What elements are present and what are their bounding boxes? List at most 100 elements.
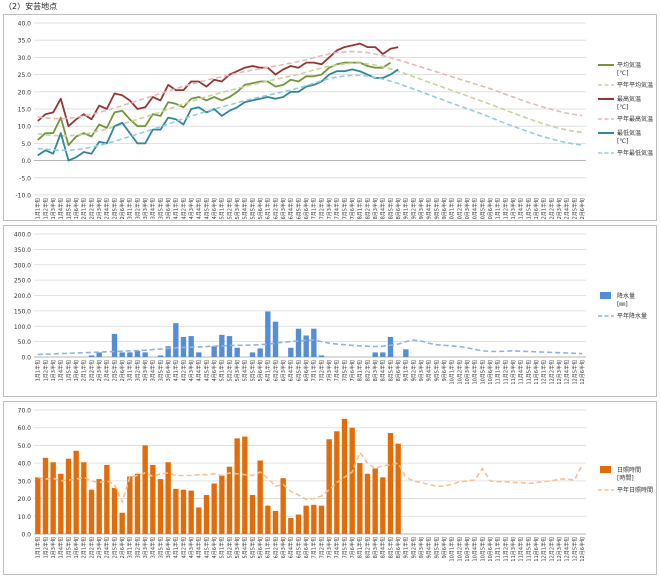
bar bbox=[249, 495, 256, 534]
x-tick-label: 8月5半旬 bbox=[387, 537, 394, 558]
x-tick-label: 5月6半旬 bbox=[257, 360, 264, 381]
x-tick-label: 11月5半旬 bbox=[525, 537, 532, 562]
x-tick-label: 1月4半旬 bbox=[58, 537, 65, 558]
x-tick-label: 5月5半旬 bbox=[249, 537, 256, 558]
bar bbox=[303, 505, 309, 534]
x-tick-label: 12月3半旬 bbox=[556, 360, 563, 385]
x-tick-label: 3月6半旬 bbox=[165, 537, 172, 558]
x-tick-label: 6月1半旬 bbox=[265, 198, 272, 219]
x-tick-label: 9月6半旬 bbox=[441, 537, 448, 558]
x-tick-label: 8月4半旬 bbox=[380, 537, 387, 558]
legend-label: 日照時間 bbox=[617, 466, 641, 474]
x-tick-label: 6月3半旬 bbox=[280, 537, 287, 558]
x-tick-label: 4月4半旬 bbox=[196, 198, 203, 219]
x-tick-label: 10月6半旬 bbox=[487, 198, 494, 220]
x-tick-label: 4月6半旬 bbox=[211, 360, 218, 381]
y-tick-label: 200.0 bbox=[14, 293, 31, 300]
x-tick-label: 10月5半旬 bbox=[479, 360, 486, 385]
x-tick-label: 4月1半旬 bbox=[173, 537, 180, 558]
x-tick-label: 3月5半旬 bbox=[157, 537, 164, 558]
bar bbox=[104, 464, 110, 534]
x-tick-label: 6月3半旬 bbox=[280, 360, 287, 381]
bar bbox=[288, 347, 294, 357]
y-tick-label: 10.0 bbox=[18, 514, 32, 521]
bar bbox=[211, 483, 217, 534]
bar bbox=[234, 438, 240, 534]
x-tick-label: 10月4半旬 bbox=[472, 198, 479, 220]
bar bbox=[288, 518, 294, 534]
series-line bbox=[37, 62, 583, 137]
x-tick-label: 1月1半旬 bbox=[35, 198, 42, 219]
x-tick-label: 11月1半旬 bbox=[495, 360, 502, 385]
x-tick-label: 10月2半旬 bbox=[456, 360, 463, 385]
y-tick-label: 20.0 bbox=[18, 496, 32, 503]
x-tick-label: 8月5半旬 bbox=[387, 198, 394, 219]
x-tick-label: 9月3半旬 bbox=[418, 360, 425, 381]
x-tick-label: 6月4半旬 bbox=[288, 537, 295, 558]
bar bbox=[50, 462, 56, 534]
legend-label: [時間] bbox=[617, 474, 634, 482]
y-tick-label: -10.0 bbox=[15, 193, 31, 200]
x-tick-label: 11月2半旬 bbox=[502, 198, 509, 220]
x-tick-label: 2月2半旬 bbox=[88, 537, 95, 558]
x-tick-label: 10月4半旬 bbox=[472, 360, 479, 385]
x-tick-label: 4月5半旬 bbox=[203, 360, 210, 381]
y-tick-label: 25.0 bbox=[18, 72, 32, 79]
x-tick-label: 1月4半旬 bbox=[58, 360, 65, 381]
x-tick-label: 10月2半旬 bbox=[456, 537, 463, 562]
bar bbox=[88, 355, 95, 357]
y-tick-label: 0.0 bbox=[21, 158, 31, 165]
bar bbox=[387, 433, 394, 534]
x-tick-label: 12月3半旬 bbox=[556, 537, 563, 562]
x-tick-label: 9月5半旬 bbox=[433, 537, 440, 558]
x-tick-label: 11月5半旬 bbox=[525, 198, 532, 220]
x-tick-label: 6月3半旬 bbox=[280, 198, 287, 219]
x-tick-label: 7月3半旬 bbox=[326, 360, 333, 381]
y-tick-label: 50.0 bbox=[18, 443, 32, 450]
y-tick-label: 50.0 bbox=[18, 339, 32, 346]
x-tick-label: 2月4半旬 bbox=[104, 537, 111, 558]
legend-label: [℃] bbox=[617, 104, 628, 111]
bar bbox=[311, 504, 317, 534]
y-tick-label: 30.0 bbox=[18, 55, 32, 62]
x-tick-label: 5月3半旬 bbox=[234, 537, 241, 558]
bar bbox=[226, 466, 233, 534]
y-tick-label: -5.0 bbox=[19, 175, 31, 182]
x-tick-label: 12月5半旬 bbox=[571, 360, 578, 385]
bar bbox=[372, 352, 378, 357]
x-tick-label: 6月4半旬 bbox=[288, 360, 295, 381]
x-tick-label: 11月4半旬 bbox=[518, 537, 525, 562]
x-tick-label: 9月1半旬 bbox=[403, 198, 410, 219]
x-tick-label: 5月1半旬 bbox=[219, 537, 226, 558]
x-tick-label: 7月5半旬 bbox=[341, 198, 348, 219]
bar bbox=[111, 487, 118, 534]
legend-label: 平年最低気温 bbox=[617, 149, 653, 157]
x-tick-label: 12月5半旬 bbox=[571, 537, 578, 562]
bar bbox=[119, 512, 125, 534]
y-tick-label: 150.0 bbox=[14, 308, 31, 315]
x-tick-label: 6月2半旬 bbox=[272, 360, 279, 381]
series-line bbox=[37, 50, 583, 120]
x-tick-label: 10月4半旬 bbox=[472, 537, 479, 562]
x-tick-label: 9月3半旬 bbox=[418, 537, 425, 558]
x-tick-label: 10月3半旬 bbox=[464, 360, 471, 385]
bar bbox=[242, 436, 248, 534]
bar bbox=[295, 514, 302, 534]
x-tick-label: 2月5半旬 bbox=[111, 360, 118, 381]
bar bbox=[73, 450, 79, 534]
x-tick-label: 5月1半旬 bbox=[219, 360, 226, 381]
y-tick-label: 5.0 bbox=[21, 141, 31, 148]
x-tick-label: 11月1半旬 bbox=[495, 537, 502, 562]
x-tick-label: 8月2半旬 bbox=[364, 198, 371, 219]
x-tick-label: 7月6半旬 bbox=[349, 360, 356, 381]
x-tick-label: 10月2半旬 bbox=[456, 198, 463, 220]
bar bbox=[303, 335, 309, 357]
x-tick-label: 11月2半旬 bbox=[502, 360, 509, 385]
x-tick-label: 3月1半旬 bbox=[127, 360, 134, 381]
y-tick-label: 400.0 bbox=[14, 232, 31, 239]
x-tick-label: 8月3半旬 bbox=[372, 198, 379, 219]
y-tick-label: 0.0 bbox=[21, 355, 31, 362]
y-tick-label: 15.0 bbox=[18, 107, 32, 114]
x-tick-label: 3月2半旬 bbox=[134, 198, 141, 219]
x-tick-label: 2月2半旬 bbox=[88, 360, 95, 381]
